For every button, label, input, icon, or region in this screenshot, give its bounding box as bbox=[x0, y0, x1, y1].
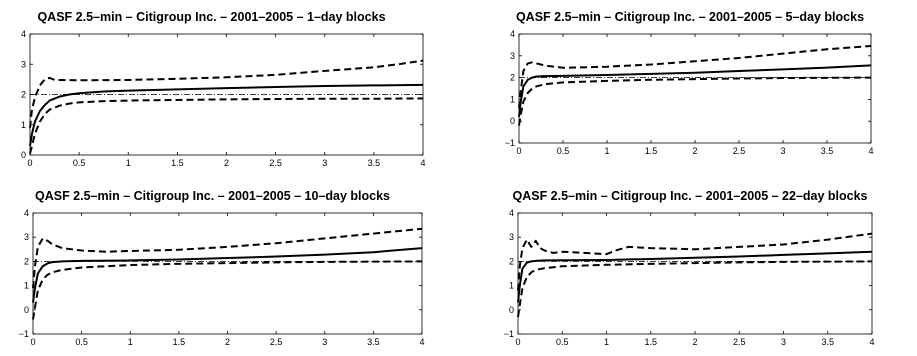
y-tick-label: 3 bbox=[510, 51, 515, 61]
y-tick-label: 3 bbox=[21, 59, 26, 69]
y-tick-label: 4 bbox=[24, 208, 29, 218]
x-tick-label: 0 bbox=[30, 337, 35, 347]
y-tick-label: 1 bbox=[509, 281, 514, 291]
series-line-estimate bbox=[518, 64, 872, 117]
x-tick-label: 1.5 bbox=[645, 146, 658, 156]
y-tick-label: −1 bbox=[19, 329, 29, 339]
x-tick-label: 4 bbox=[868, 146, 873, 156]
x-tick-label: 2.5 bbox=[269, 158, 282, 168]
x-tick-label: 1.5 bbox=[171, 158, 184, 168]
x-tick-label: 2 bbox=[692, 146, 697, 156]
series-line-upper-band bbox=[32, 227, 423, 289]
chart-svg-2: QASF 2.5–min – Citigroup Inc. – 2001–200… bbox=[505, 10, 874, 156]
y-tick-label: 2 bbox=[510, 73, 515, 83]
x-tick-label: 3.5 bbox=[368, 158, 381, 168]
x-tick-label: 3.5 bbox=[367, 337, 380, 347]
x-tick-label: 2.5 bbox=[733, 146, 746, 156]
y-tick-label: 3 bbox=[509, 232, 514, 242]
y-tick-label: 2 bbox=[24, 256, 29, 266]
axes-frame bbox=[518, 33, 872, 144]
x-tick-label: 0.5 bbox=[73, 158, 86, 168]
y-tick-label: 1 bbox=[510, 94, 515, 104]
x-tick-label: 3.5 bbox=[821, 146, 834, 156]
series-line-estimate bbox=[32, 247, 423, 303]
series-line-upper-band bbox=[518, 44, 872, 109]
y-tick-label: 2 bbox=[21, 90, 26, 100]
chart-svg-4: QASF 2.5–min – Citigroup Inc. – 2001–200… bbox=[504, 189, 875, 347]
chart-panel-4: QASF 2.5–min – Citigroup Inc. – 2001–200… bbox=[459, 176, 917, 351]
x-tick-label: 0.5 bbox=[75, 337, 88, 347]
chart-title: QASF 2.5–min – Citigroup Inc. – 2001–200… bbox=[35, 189, 390, 203]
series-line-upper-band bbox=[517, 232, 873, 291]
chart-svg-3: QASF 2.5–min – Citigroup Inc. – 2001–200… bbox=[19, 189, 425, 347]
y-tick-label: 0 bbox=[21, 150, 26, 160]
chart-title: QASF 2.5–min – Citigroup Inc. – 2001–200… bbox=[516, 10, 864, 24]
series-line-lower-band bbox=[518, 76, 872, 126]
x-tick-label: 1 bbox=[604, 337, 609, 347]
x-tick-label: 3 bbox=[780, 146, 785, 156]
series-line-lower-band bbox=[29, 97, 424, 154]
x-tick-label: 1 bbox=[126, 158, 131, 168]
x-tick-label: 3 bbox=[322, 158, 327, 168]
x-tick-label: 2 bbox=[225, 337, 230, 347]
x-tick-label: 0.5 bbox=[557, 146, 570, 156]
x-tick-label: 4 bbox=[869, 337, 874, 347]
y-tick-label: 0 bbox=[24, 305, 29, 315]
y-tick-label: 4 bbox=[510, 29, 515, 39]
x-tick-label: 1 bbox=[128, 337, 133, 347]
chart-panel-2: QASF 2.5–min – Citigroup Inc. – 2001–200… bbox=[459, 0, 917, 175]
x-tick-label: 0 bbox=[27, 158, 32, 168]
series-line-estimate bbox=[517, 250, 873, 303]
x-tick-label: 4 bbox=[420, 158, 425, 168]
x-tick-label: 0 bbox=[516, 146, 521, 156]
y-tick-label: 1 bbox=[24, 281, 29, 291]
y-tick-label: 2 bbox=[509, 256, 514, 266]
y-tick-label: 1 bbox=[21, 120, 26, 130]
x-tick-label: 2.5 bbox=[270, 337, 283, 347]
chart-panel-3: QASF 2.5–min – Citigroup Inc. – 2001–200… bbox=[0, 176, 458, 351]
x-tick-label: 0 bbox=[515, 337, 520, 347]
x-tick-label: 4 bbox=[419, 337, 424, 347]
x-tick-label: 1 bbox=[604, 146, 609, 156]
y-tick-label: −1 bbox=[504, 329, 514, 339]
y-tick-label: 0 bbox=[509, 305, 514, 315]
x-tick-label: 3.5 bbox=[821, 337, 834, 347]
x-tick-label: 2.5 bbox=[733, 337, 746, 347]
axes-frame bbox=[517, 212, 873, 335]
x-tick-label: 2 bbox=[224, 158, 229, 168]
y-tick-label: 4 bbox=[509, 208, 514, 218]
x-tick-label: 1.5 bbox=[173, 337, 186, 347]
series-line-lower-band bbox=[517, 260, 873, 318]
chart-title: QASF 2.5–min – Citigroup Inc. – 2001–200… bbox=[512, 189, 867, 203]
series-line-upper-band bbox=[29, 59, 424, 128]
chart-title: QASF 2.5–min – Citigroup Inc. – 2001–200… bbox=[37, 10, 385, 24]
x-tick-label: 2 bbox=[692, 337, 697, 347]
y-tick-label: 3 bbox=[24, 232, 29, 242]
x-tick-label: 0.5 bbox=[556, 337, 569, 347]
chart-svg-1: QASF 2.5–min – Citigroup Inc. – 2001–200… bbox=[21, 10, 426, 168]
y-tick-label: 4 bbox=[21, 29, 26, 39]
y-tick-label: 0 bbox=[510, 116, 515, 126]
y-tick-label: −1 bbox=[505, 138, 515, 148]
x-tick-label: 1.5 bbox=[644, 337, 657, 347]
series-line-lower-band bbox=[32, 260, 423, 320]
axes-frame bbox=[32, 212, 423, 335]
series-line-estimate bbox=[29, 83, 424, 147]
x-tick-label: 3 bbox=[322, 337, 327, 347]
chart-panel-1: QASF 2.5–min – Citigroup Inc. – 2001–200… bbox=[0, 0, 458, 175]
x-tick-label: 3 bbox=[781, 337, 786, 347]
